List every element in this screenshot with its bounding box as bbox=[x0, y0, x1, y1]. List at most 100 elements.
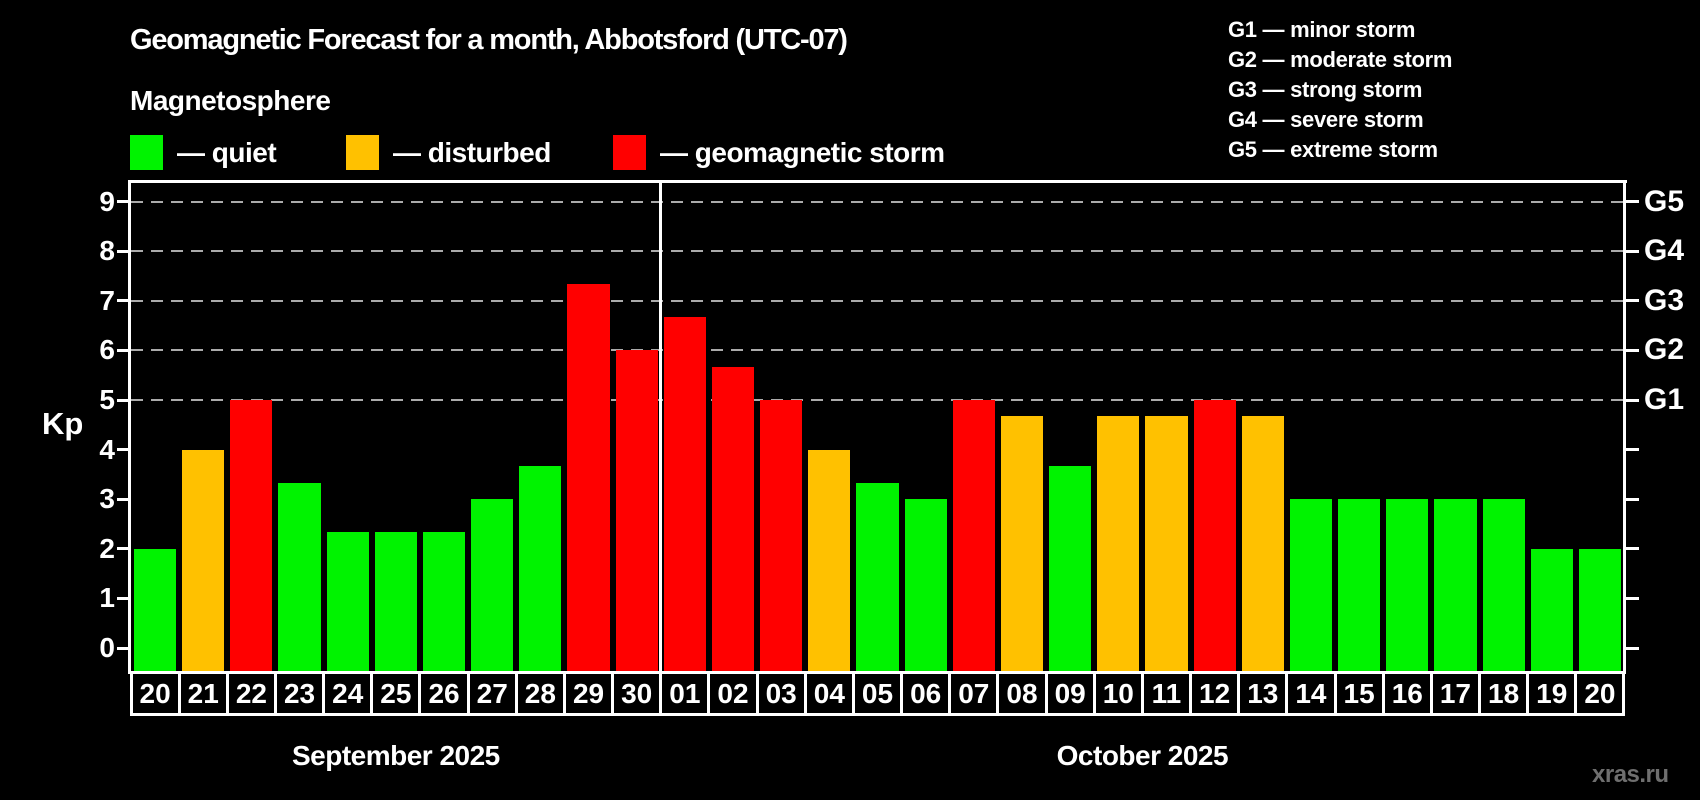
day-cell-10: 30 bbox=[611, 671, 663, 716]
day-cell-5: 25 bbox=[370, 671, 422, 716]
kp-bar-sep-23 bbox=[278, 482, 321, 671]
legend-label-quiet: — quiet bbox=[177, 137, 277, 168]
gridline-kp6 bbox=[131, 349, 1624, 352]
g-axis-label-g3: G3 bbox=[1644, 283, 1685, 317]
g-axis-label-g1: G1 bbox=[1644, 383, 1685, 416]
y-tick-left-9 bbox=[117, 200, 130, 204]
y-tick-right-9 bbox=[1626, 200, 1639, 204]
kp-bar-sep-21 bbox=[182, 449, 225, 671]
legend-swatch-storm bbox=[613, 135, 646, 170]
day-cell-14: 04 bbox=[803, 671, 855, 716]
day-cell-9: 29 bbox=[562, 671, 615, 716]
kp-bar-oct-13 bbox=[1241, 416, 1284, 671]
day-cell-18: 08 bbox=[996, 671, 1048, 716]
y-tick-left-2 bbox=[117, 547, 130, 551]
day-cell-13: 03 bbox=[755, 671, 807, 716]
y-tick-right-8 bbox=[1626, 249, 1639, 253]
y-tick-left-7 bbox=[117, 299, 130, 303]
kp-bar-oct-11 bbox=[1145, 416, 1188, 671]
day-cell-6: 26 bbox=[418, 671, 470, 716]
g-axis-label-g5: G5 bbox=[1644, 184, 1685, 218]
gridline-kp8 bbox=[131, 250, 1624, 253]
kp-bar-sep-29 bbox=[567, 284, 610, 671]
day-cell-23: 13 bbox=[1237, 671, 1289, 716]
y-tick-left-3 bbox=[117, 497, 130, 501]
chart-subtitle: Magnetosphere bbox=[130, 85, 331, 116]
kp-bar-sep-22 bbox=[230, 400, 273, 671]
y-tick-right-0 bbox=[1626, 646, 1639, 650]
y-tick-right-1 bbox=[1626, 596, 1639, 600]
y-tick-label-4: 4 bbox=[99, 433, 115, 465]
y-tick-right-7 bbox=[1626, 299, 1639, 303]
kp-bar-oct-15 bbox=[1338, 499, 1381, 671]
plot-border-left bbox=[128, 180, 131, 674]
y-tick-left-1 bbox=[117, 596, 130, 600]
y-tick-left-6 bbox=[117, 348, 130, 352]
legend-swatch-disturbed bbox=[346, 135, 379, 170]
y-tick-left-0 bbox=[117, 646, 130, 650]
month-separator-line bbox=[659, 183, 663, 671]
kp-bar-oct-20 bbox=[1578, 548, 1621, 671]
gridline-kp5 bbox=[131, 399, 1624, 401]
y-tick-left-8 bbox=[117, 249, 130, 253]
y-tick-right-4 bbox=[1626, 448, 1639, 452]
g-legend-line-g5: G5 — extreme storm bbox=[1228, 137, 1438, 162]
kp-bar-oct-01 bbox=[663, 317, 706, 671]
month-label-september: September 2025 bbox=[291, 740, 500, 771]
day-cell-1: 21 bbox=[177, 671, 229, 716]
kp-axis-label: Kp bbox=[42, 406, 84, 441]
day-cell-17: 07 bbox=[948, 671, 1000, 716]
y-tick-label-8: 8 bbox=[99, 235, 115, 267]
kp-bar-sep-20 bbox=[134, 548, 177, 671]
y-tick-label-9: 9 bbox=[99, 185, 115, 217]
day-cell-2: 22 bbox=[225, 671, 277, 716]
kp-bar-sep-25 bbox=[374, 532, 417, 671]
day-cell-25: 15 bbox=[1333, 671, 1385, 716]
y-tick-right-3 bbox=[1626, 497, 1639, 501]
kp-bar-oct-16 bbox=[1386, 499, 1429, 671]
kp-bar-oct-14 bbox=[1289, 499, 1333, 671]
day-cell-30: 20 bbox=[1574, 671, 1626, 716]
g-axis-label-g4: G4 bbox=[1644, 234, 1685, 268]
y-tick-label-6: 6 bbox=[99, 334, 115, 366]
kp-bar-sep-24 bbox=[326, 532, 369, 671]
plot-border-top bbox=[128, 180, 1627, 183]
day-cell-28: 18 bbox=[1478, 671, 1530, 716]
day-cell-16: 06 bbox=[900, 671, 952, 716]
gridline-kp9 bbox=[131, 200, 1624, 203]
y-tick-label-3: 3 bbox=[99, 483, 115, 515]
day-cell-26: 16 bbox=[1381, 671, 1433, 716]
kp-bar-oct-08 bbox=[1000, 416, 1044, 671]
g-legend-line-g4: G4 — severe storm bbox=[1228, 107, 1424, 132]
y-tick-label-2: 2 bbox=[99, 532, 115, 564]
day-cell-20: 10 bbox=[1092, 671, 1144, 716]
kp-bar-oct-19 bbox=[1530, 548, 1573, 671]
day-cell-21: 11 bbox=[1140, 671, 1193, 716]
legend-label-disturbed: — disturbed bbox=[393, 137, 551, 168]
kp-bar-oct-07 bbox=[952, 400, 995, 671]
kp-bar-oct-05 bbox=[856, 482, 899, 671]
y-tick-label-1: 1 bbox=[99, 582, 115, 614]
day-cell-12: 02 bbox=[707, 671, 759, 716]
day-cell-7: 27 bbox=[466, 671, 518, 716]
kp-bar-oct-06 bbox=[904, 499, 947, 671]
kp-bar-oct-10 bbox=[1097, 416, 1140, 671]
day-cell-3: 23 bbox=[273, 671, 326, 716]
day-cell-27: 17 bbox=[1429, 671, 1481, 716]
legend-swatch-quiet bbox=[130, 135, 163, 170]
day-cell-15: 05 bbox=[851, 671, 904, 716]
kp-bar-sep-30 bbox=[615, 350, 658, 671]
plot-border-right bbox=[1623, 180, 1626, 674]
y-tick-label-7: 7 bbox=[99, 284, 115, 316]
kp-bar-oct-04 bbox=[808, 449, 851, 671]
day-cell-22: 12 bbox=[1189, 671, 1241, 716]
day-cell-0: 20 bbox=[129, 671, 181, 716]
watermark: xras.ru bbox=[1592, 761, 1669, 788]
kp-bar-oct-03 bbox=[760, 400, 803, 671]
day-cell-8: 28 bbox=[514, 671, 566, 716]
legend-label-storm: — geomagnetic storm bbox=[660, 137, 945, 168]
month-label-october: October 2025 bbox=[1056, 740, 1229, 771]
day-cell-11: 01 bbox=[659, 671, 711, 716]
day-cell-4: 24 bbox=[322, 671, 374, 716]
